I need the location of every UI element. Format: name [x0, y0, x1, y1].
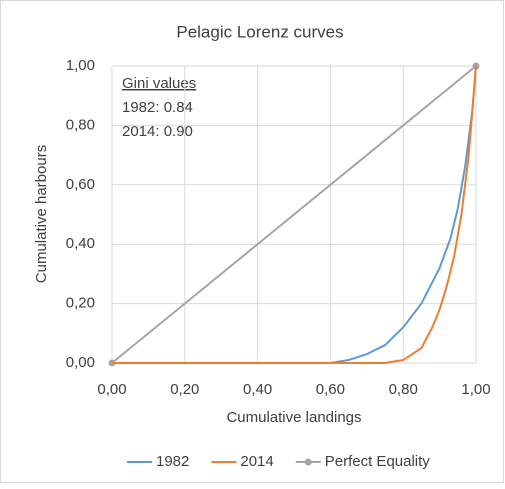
- x-tick-label: 0,20: [170, 381, 199, 398]
- x-tick-label: 0,80: [389, 381, 418, 398]
- y-tick-label: 0,00: [66, 354, 95, 371]
- series-line: [112, 65, 477, 364]
- x-axis-title: Cumulative landings: [226, 409, 361, 426]
- x-tick-label: 0,40: [243, 381, 272, 398]
- y-tick-label: 1,00: [66, 57, 95, 74]
- x-tick-label: 1,00: [461, 381, 490, 398]
- annotation-line: 1982: 0.84: [122, 99, 193, 116]
- legend-label: 1982: [156, 453, 189, 470]
- series-line: [111, 65, 477, 364]
- x-tick-label: 0,00: [97, 381, 126, 398]
- legend-label: Perfect Equality: [325, 453, 431, 470]
- series-line: [112, 65, 477, 364]
- y-tick-label: 0,60: [66, 176, 95, 193]
- legend-marker: [304, 458, 312, 466]
- y-tick-label: 0,80: [66, 116, 95, 133]
- chart-title: Pelagic Lorenz curves: [176, 22, 343, 41]
- y-tick-label: 0,20: [66, 295, 95, 312]
- annotation-line: 2014: 0.90: [122, 123, 193, 140]
- y-axis-title: Cumulative harbours: [33, 145, 50, 283]
- y-tick-label: 0,40: [66, 235, 95, 252]
- x-tick-label: 0,60: [316, 381, 345, 398]
- legend-label: 2014: [240, 453, 273, 470]
- annotation-title: Gini values: [122, 75, 196, 92]
